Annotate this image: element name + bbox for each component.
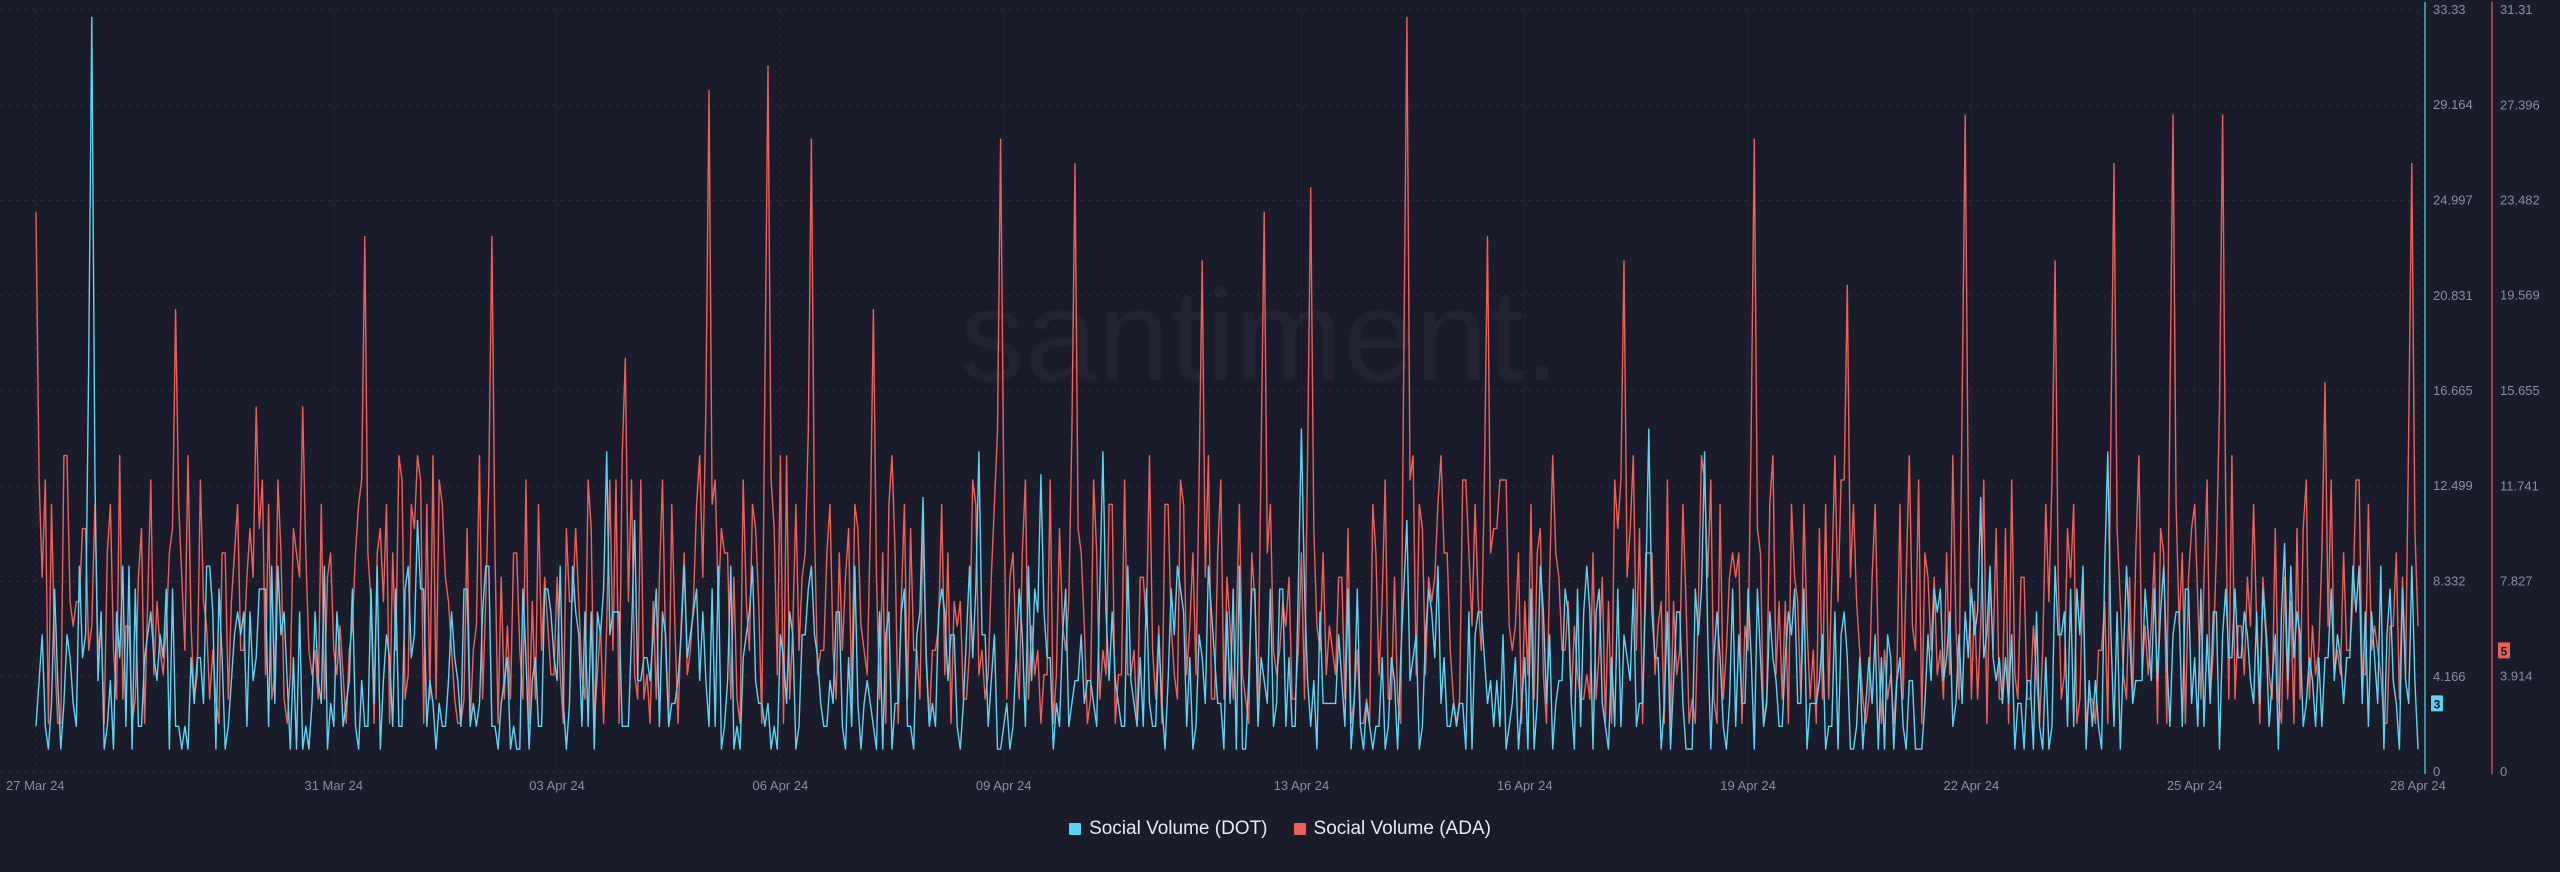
current-value-badge-dot: 3 [2434,697,2441,711]
legend-item-dot[interactable]: Social Volume (DOT) [1069,818,1268,840]
x-tick-label: 13 Apr 24 [1274,778,1330,793]
x-tick-label: 28 Apr 24 [2390,778,2446,793]
y-tick-label-ada: 11.741 [2500,478,2539,493]
series-lines [35,16,2419,750]
y-tick-label-ada: 7.827 [2500,574,2533,589]
legend-label-ada: Social Volume (ADA) [1313,818,1491,839]
y-tick-label-ada: 31.31 [2500,2,2533,17]
y-tick-label-dot: 20.831 [2433,288,2473,303]
series-line-dot [35,16,2419,750]
y-tick-label-dot: 33.33 [2433,2,2466,17]
x-tick-label: 31 Mar 24 [304,778,363,793]
y-tick-label-dot: 29.164 [2433,97,2473,112]
y-tick-label-ada: 3.914 [2500,669,2533,684]
current-value-badge-ada-bg [2498,642,2510,659]
x-tick-label: 27 Mar 24 [6,778,65,793]
axes: 27 Mar 24 31 Mar 24 03 Apr 24 06 Apr 24 09 A… [6,2,2540,793]
y-tick-label-dot: 16.665 [2433,383,2473,398]
current-value-badge-ada: 5 [2501,644,2508,658]
current-value-badge-dot-bg [2431,695,2443,712]
y-tick-label-dot: 0 [2433,764,2440,779]
x-tick-label: 06 Apr 24 [753,778,809,793]
y-tick-label-ada: 23.482 [2500,193,2540,208]
x-tick-label: 03 Apr 24 [529,778,585,793]
santiment-watermark: santiment. [960,262,1560,408]
x-tick-label: 25 Apr 24 [2167,778,2223,793]
y-tick-label-dot: 8.332 [2433,574,2466,589]
legend-label-dot: Social Volume (DOT) [1089,818,1268,839]
y-tick-label-ada: 15.655 [2500,383,2540,398]
series-line-ada [35,16,2419,724]
legend-item-ada[interactable]: Social Volume (ADA) [1293,818,1491,840]
legend-swatch-dot [1069,823,1082,835]
y-tick-label-dot: 12.499 [2433,478,2473,493]
legend-swatch-ada [1293,823,1306,835]
y-tick-label-ada: 27.396 [2500,97,2540,112]
x-tick-label: 09 Apr 24 [976,778,1032,793]
chart-legend: Social Volume (DOT) Social Volume (ADA) [0,818,2560,840]
x-tick-label: 22 Apr 24 [1944,778,2000,793]
y-tick-label-dot: 4.166 [2433,669,2466,684]
y-tick-label-dot: 24.997 [2433,193,2473,208]
y-tick-label-ada: 19.569 [2500,288,2540,303]
x-tick-label: 16 Apr 24 [1497,778,1553,793]
x-tick-label: 19 Apr 24 [1720,778,1776,793]
y-tick-label-ada: 0 [2500,764,2507,779]
